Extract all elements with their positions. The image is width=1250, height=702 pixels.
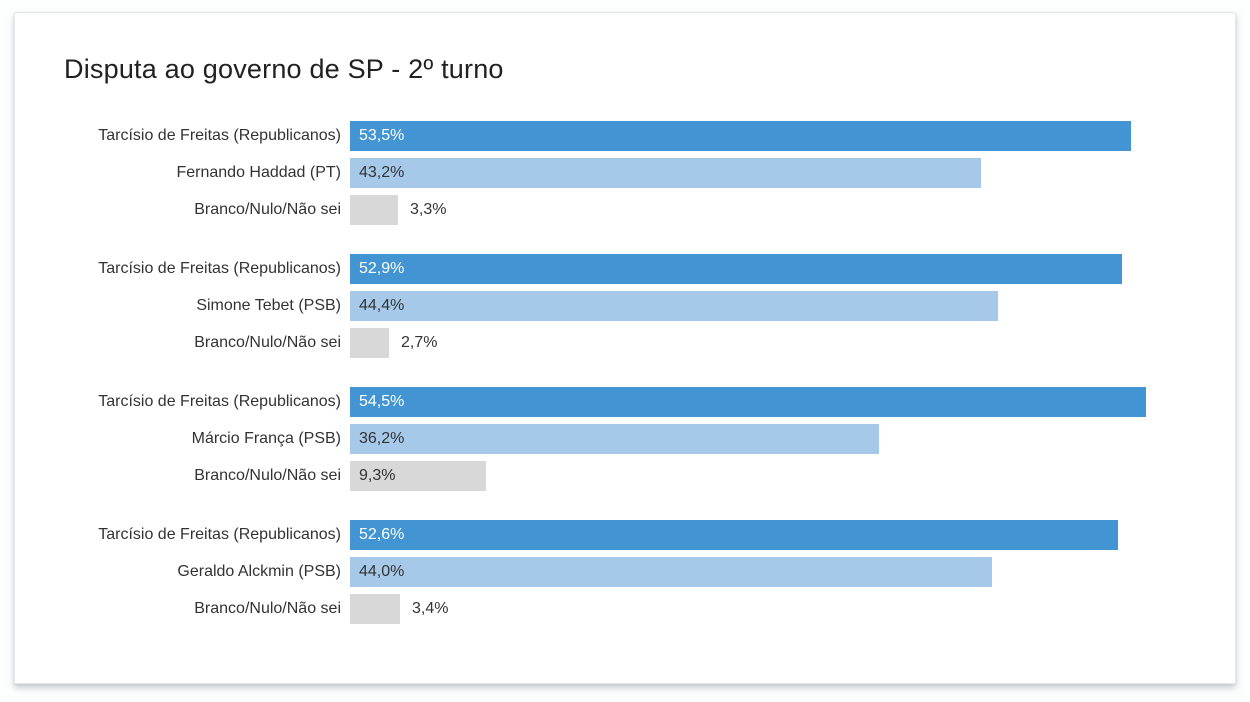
chart-title: Disputa ao governo de SP - 2º turno xyxy=(64,54,504,84)
bar xyxy=(350,557,992,587)
bar-value: 44,0% xyxy=(359,563,405,580)
bar-value: 3,3% xyxy=(410,201,447,218)
bar-row: Márcio França (PSB) 36,2% xyxy=(64,424,1235,454)
bar-area: 52,6% xyxy=(350,520,1235,550)
bar-label: Simone Tebet (PSB) xyxy=(196,297,341,314)
bar-label: Branco/Nulo/Não sei xyxy=(194,334,341,351)
bar xyxy=(350,195,398,225)
bar xyxy=(350,254,1122,284)
scenario-group-alckmin: Tarcísio de Freitas (Republicanos) 52,6%… xyxy=(64,520,1235,624)
bar xyxy=(350,121,1131,151)
bar-value: 54,5% xyxy=(359,393,405,410)
bar-area: 52,9% xyxy=(350,254,1235,284)
bar-row: Branco/Nulo/Não sei 2,7% xyxy=(64,328,1235,358)
bar-value: 3,4% xyxy=(412,600,449,617)
bar-row: Simone Tebet (PSB) 44,4% xyxy=(64,291,1235,321)
bar-area: 53,5% xyxy=(350,121,1235,151)
scenario-group-tebet: Tarcísio de Freitas (Republicanos) 52,9%… xyxy=(64,254,1235,358)
bar-value: 52,6% xyxy=(359,526,405,543)
bar-label: Tarcísio de Freitas (Republicanos) xyxy=(98,127,341,144)
bar-value: 9,3% xyxy=(359,467,396,484)
bar-area: 54,5% xyxy=(350,387,1235,417)
bar-label: Fernando Haddad (PT) xyxy=(176,164,341,181)
bar-area: 36,2% xyxy=(350,424,1235,454)
bar-area: 2,7% xyxy=(350,328,1235,358)
bar-label: Tarcísio de Freitas (Republicanos) xyxy=(98,260,341,277)
bar xyxy=(350,158,981,188)
bar-row: Tarcísio de Freitas (Republicanos) 54,5% xyxy=(64,387,1235,417)
bar-area: 43,2% xyxy=(350,158,1235,188)
bar-value: 52,9% xyxy=(359,260,405,277)
bar-row: Tarcísio de Freitas (Republicanos) 53,5% xyxy=(64,121,1235,151)
bar-label: Branco/Nulo/Não sei xyxy=(194,467,341,484)
bar-row: Tarcísio de Freitas (Republicanos) 52,9% xyxy=(64,254,1235,284)
bar-row: Branco/Nulo/Não sei 3,3% xyxy=(64,195,1235,225)
bar xyxy=(350,424,879,454)
bar-row: Branco/Nulo/Não sei 9,3% xyxy=(64,461,1235,491)
bar-label: Tarcísio de Freitas (Republicanos) xyxy=(98,393,341,410)
bar-value: 44,4% xyxy=(359,297,405,314)
bar xyxy=(350,520,1118,550)
bar-row: Branco/Nulo/Não sei 3,4% xyxy=(64,594,1235,624)
bar-label: Branco/Nulo/Não sei xyxy=(194,600,341,617)
bar-label: Márcio França (PSB) xyxy=(191,430,341,447)
bar-value: 53,5% xyxy=(359,127,405,144)
bar-area: 44,0% xyxy=(350,557,1235,587)
bar xyxy=(350,594,400,624)
bar-row: Fernando Haddad (PT) 43,2% xyxy=(64,158,1235,188)
bar-label: Branco/Nulo/Não sei xyxy=(194,201,341,218)
bar-area: 44,4% xyxy=(350,291,1235,321)
bar-label: Tarcísio de Freitas (Republicanos) xyxy=(98,526,341,543)
scenario-group-haddad: Tarcísio de Freitas (Republicanos) 53,5%… xyxy=(64,121,1235,225)
bar-label: Geraldo Alckmin (PSB) xyxy=(177,563,341,580)
bar-value: 43,2% xyxy=(359,164,405,181)
bar-value: 2,7% xyxy=(401,334,438,351)
bar-value: 36,2% xyxy=(359,430,405,447)
bar-area: 3,3% xyxy=(350,195,1235,225)
bar-row: Tarcísio de Freitas (Republicanos) 52,6% xyxy=(64,520,1235,550)
bar xyxy=(350,328,389,358)
bar xyxy=(350,291,998,321)
scenario-group-franca: Tarcísio de Freitas (Republicanos) 54,5%… xyxy=(64,387,1235,491)
bar-area: 3,4% xyxy=(350,594,1235,624)
bar xyxy=(350,461,486,491)
bar xyxy=(350,387,1146,417)
bar-chart: Tarcísio de Freitas (Republicanos) 53,5%… xyxy=(15,121,1235,624)
chart-card: Disputa ao governo de SP - 2º turno Tarc… xyxy=(14,12,1236,684)
bar-row: Geraldo Alckmin (PSB) 44,0% xyxy=(64,557,1235,587)
bar-area: 9,3% xyxy=(350,461,1235,491)
